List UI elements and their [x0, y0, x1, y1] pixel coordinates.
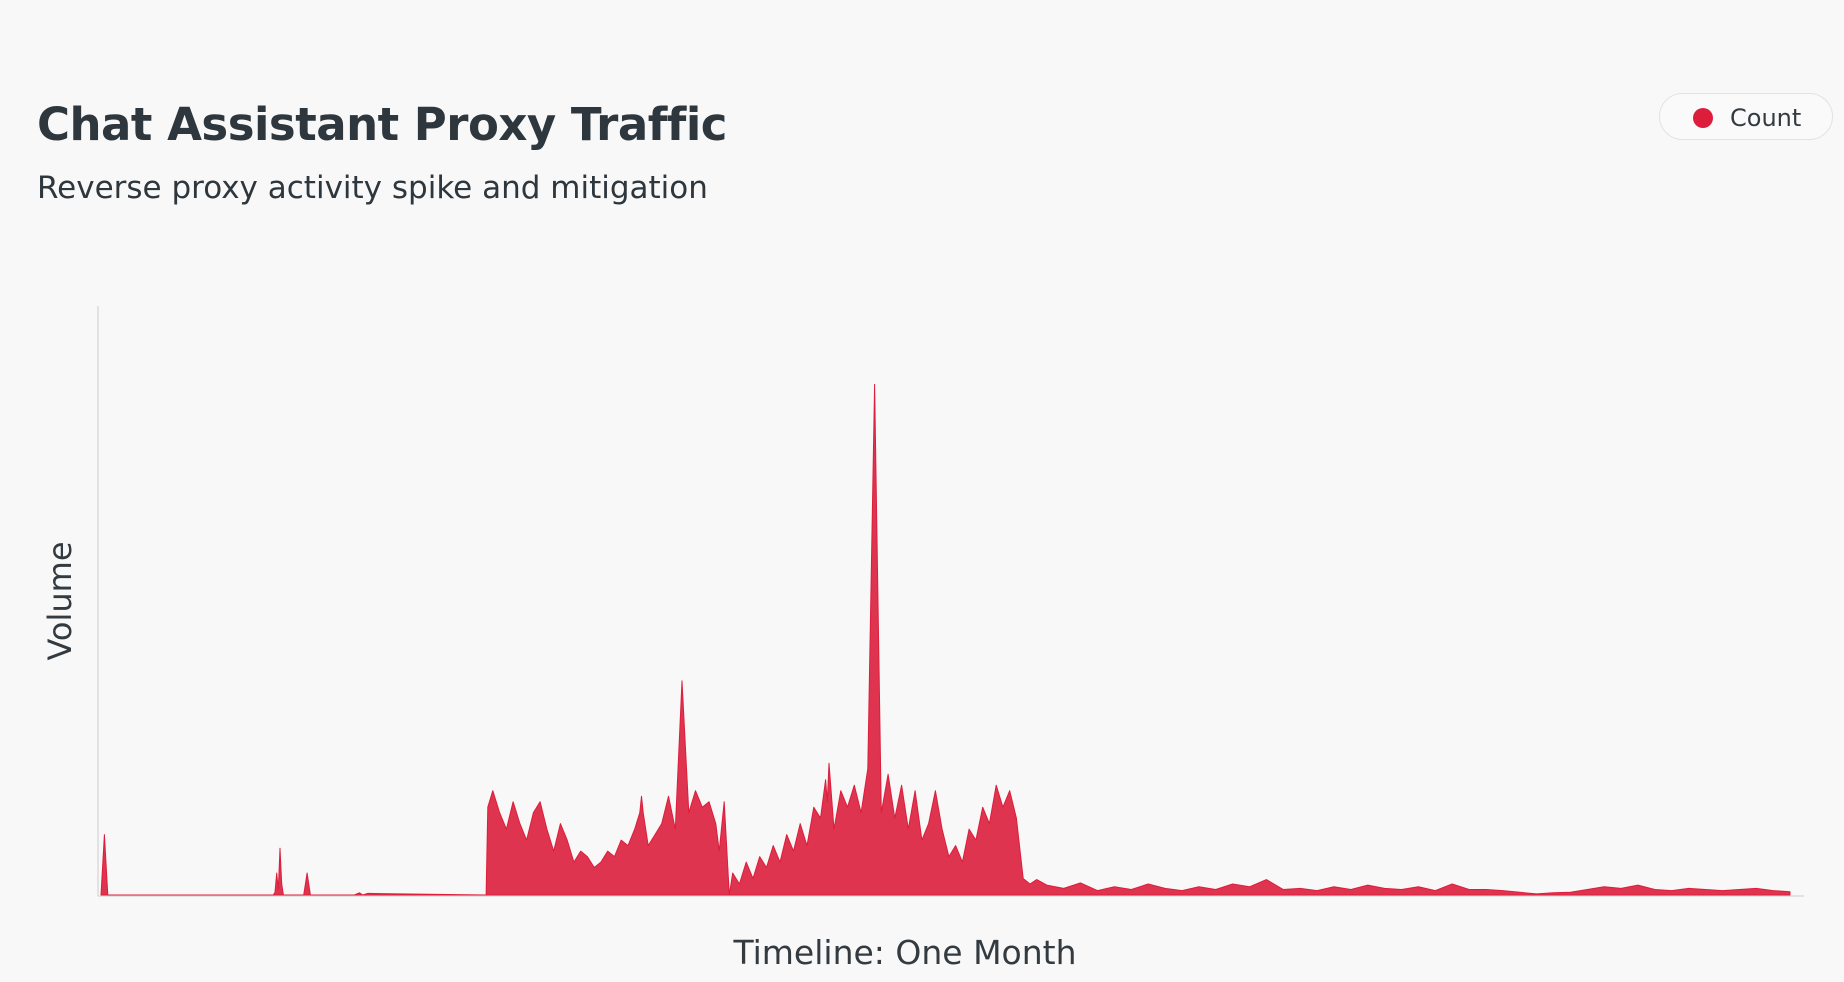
- x-axis-label: Timeline: One Month: [732, 933, 1076, 972]
- legend-swatch: [1693, 108, 1713, 128]
- chart-title: Chat Assistant Proxy Traffic: [37, 98, 727, 151]
- series-layer: [100, 383, 1791, 896]
- y-axis-label: Volume: [41, 541, 79, 660]
- series-area-0: [100, 383, 1791, 896]
- legend[interactable]: Count: [1659, 93, 1833, 140]
- legend-label: Count: [1730, 104, 1802, 132]
- chart-subtitle: Reverse proxy activity spike and mitigat…: [37, 170, 708, 206]
